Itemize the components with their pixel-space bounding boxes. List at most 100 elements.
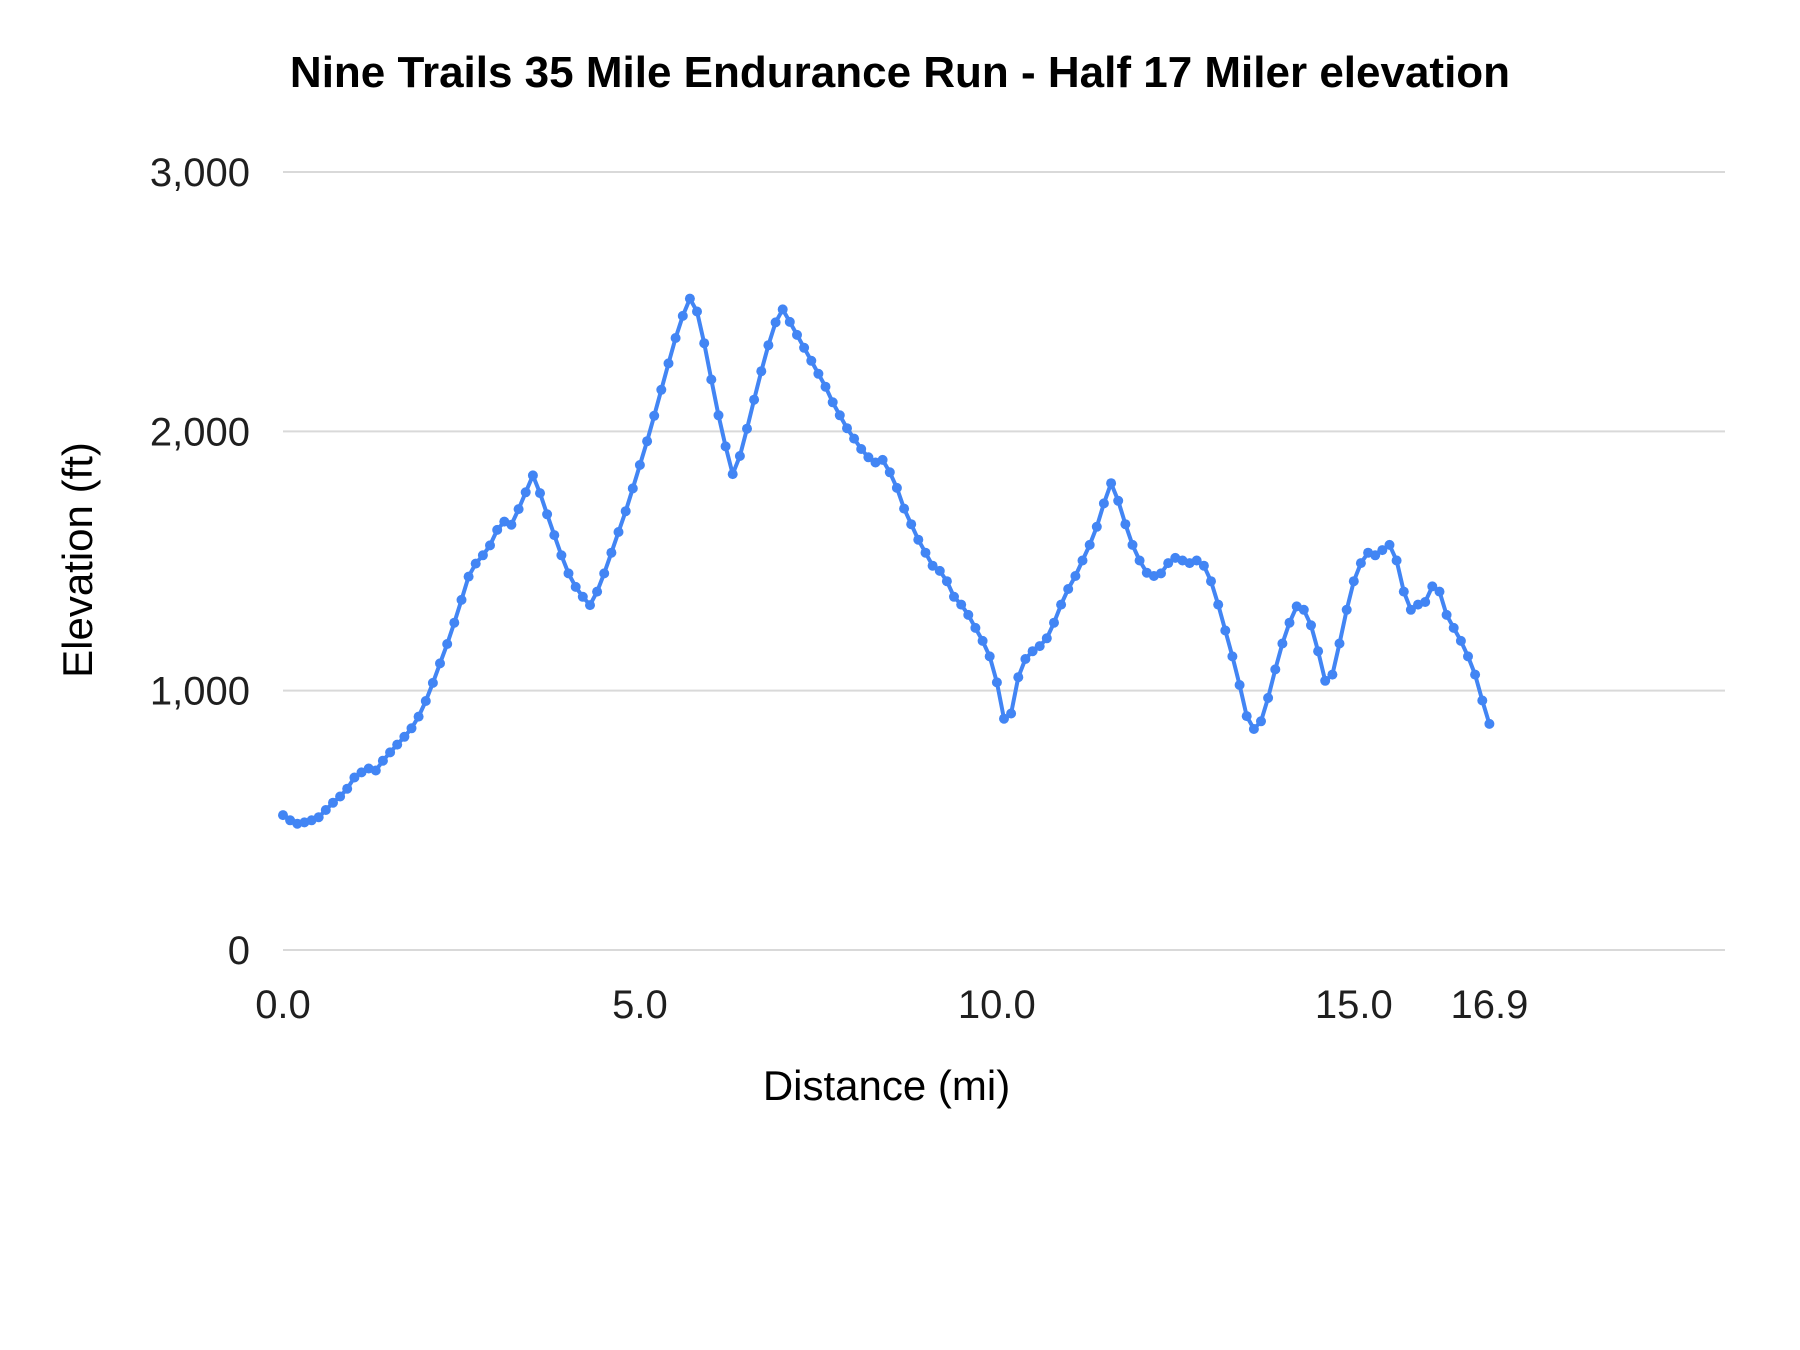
- data-point: [799, 342, 810, 353]
- data-point: [727, 469, 738, 480]
- data-point: [1063, 584, 1074, 594]
- data-point: [1077, 555, 1088, 566]
- data-point: [1284, 617, 1295, 628]
- data-point: [941, 576, 952, 587]
- data-point: [463, 571, 474, 582]
- data-point: [899, 503, 910, 514]
- data-point: [999, 713, 1009, 724]
- data-point: [520, 487, 531, 498]
- data-point: [1270, 664, 1281, 675]
- data-point: [1277, 638, 1288, 649]
- data-point: [856, 444, 867, 454]
- data-point: [934, 565, 945, 576]
- data-point: [634, 460, 645, 470]
- data-point: [627, 483, 638, 494]
- data-point: [949, 591, 959, 602]
- data-point: [1156, 568, 1166, 579]
- data-point: [770, 317, 781, 328]
- data-point: [370, 765, 381, 776]
- data-point: [1420, 597, 1431, 607]
- x-tick-label: 0.0: [255, 983, 311, 1027]
- data-point: [456, 594, 467, 605]
- x-tick-label: 15.0: [1315, 983, 1393, 1027]
- data-point: [877, 454, 888, 465]
- data-point: [1384, 539, 1395, 550]
- data-point: [328, 797, 338, 808]
- x-axis-title: Distance (mi): [762, 1062, 1011, 1109]
- data-point: [449, 617, 460, 628]
- data-point: [956, 599, 967, 610]
- y-axis-ticks: 0 1,000 2,000 3,000: [150, 151, 250, 973]
- data-point: [599, 568, 610, 579]
- data-point: [349, 772, 360, 783]
- data-point: [820, 381, 831, 392]
- data-point: [920, 547, 931, 558]
- data-point: [1220, 625, 1231, 636]
- data-point: [1206, 576, 1216, 587]
- data-point: [977, 635, 988, 646]
- data-point: [1256, 716, 1266, 727]
- data-point: [320, 805, 331, 815]
- data-point: [485, 540, 495, 551]
- data-point: [549, 530, 560, 541]
- data-point: [842, 423, 852, 434]
- data-point: [1306, 620, 1316, 631]
- data-point: [906, 519, 917, 530]
- elevation-line: [281, 296, 1492, 826]
- data-point: [927, 560, 938, 571]
- data-point: [884, 467, 895, 478]
- data-point: [1049, 617, 1059, 628]
- data-point: [777, 304, 788, 315]
- data-point: [1098, 498, 1109, 509]
- data-point: [963, 609, 974, 620]
- data-point: [684, 293, 695, 304]
- data-point: [413, 711, 424, 722]
- data-point: [563, 568, 574, 579]
- data-point: [1163, 558, 1174, 569]
- x-tick-label: 10.0: [958, 983, 1036, 1027]
- data-point: [1448, 622, 1459, 633]
- data-point: [813, 368, 824, 379]
- data-point: [477, 550, 488, 561]
- data-point: [278, 810, 288, 821]
- data-point: [620, 506, 631, 517]
- data-point: [784, 316, 795, 327]
- data-point: [570, 581, 581, 592]
- y-tick-label: 1,000: [150, 670, 250, 714]
- data-point: [970, 622, 981, 633]
- data-point: [763, 340, 774, 351]
- data-point: [527, 470, 538, 481]
- data-point: [406, 723, 417, 734]
- data-point: [1213, 599, 1224, 610]
- data-point: [749, 394, 760, 405]
- data-point: [1298, 604, 1309, 615]
- data-point: [313, 812, 324, 823]
- y-tick-label: 0: [228, 929, 250, 973]
- x-tick-label: 16.9: [1450, 983, 1528, 1027]
- data-point: [1091, 521, 1102, 532]
- data-point: [556, 550, 567, 561]
- data-point: [1484, 718, 1495, 729]
- data-point: [1084, 539, 1095, 550]
- data-point: [592, 586, 603, 597]
- data-point: [1370, 550, 1381, 561]
- data-point: [535, 488, 545, 499]
- data-point: [849, 433, 860, 444]
- data-point: [827, 397, 838, 408]
- data-point: [399, 731, 410, 742]
- data-point: [1056, 599, 1067, 610]
- data-point: [1070, 571, 1081, 581]
- data-point: [1113, 495, 1124, 506]
- data-point: [1348, 576, 1359, 587]
- data-point: [670, 333, 681, 343]
- data-point: [1127, 539, 1138, 550]
- data-point: [692, 306, 702, 317]
- data-point: [427, 677, 438, 688]
- data-point: [377, 755, 388, 766]
- data-point: [913, 534, 924, 545]
- data-point: [513, 504, 524, 515]
- data-point: [392, 739, 403, 750]
- data-point: [1241, 711, 1252, 722]
- data-point: [806, 355, 817, 366]
